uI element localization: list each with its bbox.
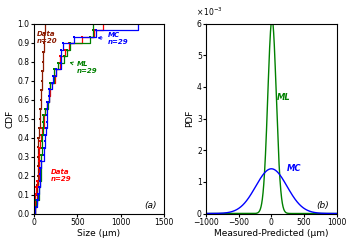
Text: Data
n=29: Data n=29 <box>51 169 72 182</box>
X-axis label: Size (μm): Size (μm) <box>77 229 121 238</box>
X-axis label: Measured-Predicted (μm): Measured-Predicted (μm) <box>214 229 329 238</box>
Text: (a): (a) <box>144 201 157 210</box>
Text: $\times\,10^{-3}$: $\times\,10^{-3}$ <box>196 6 222 18</box>
Text: (b): (b) <box>316 201 329 210</box>
Y-axis label: CDF: CDF <box>6 109 14 128</box>
Text: ML
n=29: ML n=29 <box>70 61 98 74</box>
Text: Data
n=20: Data n=20 <box>37 30 57 44</box>
Text: ML: ML <box>277 92 290 102</box>
Y-axis label: PDF: PDF <box>185 110 194 127</box>
Text: MC: MC <box>287 164 301 173</box>
Text: MC
n=29: MC n=29 <box>99 31 128 45</box>
